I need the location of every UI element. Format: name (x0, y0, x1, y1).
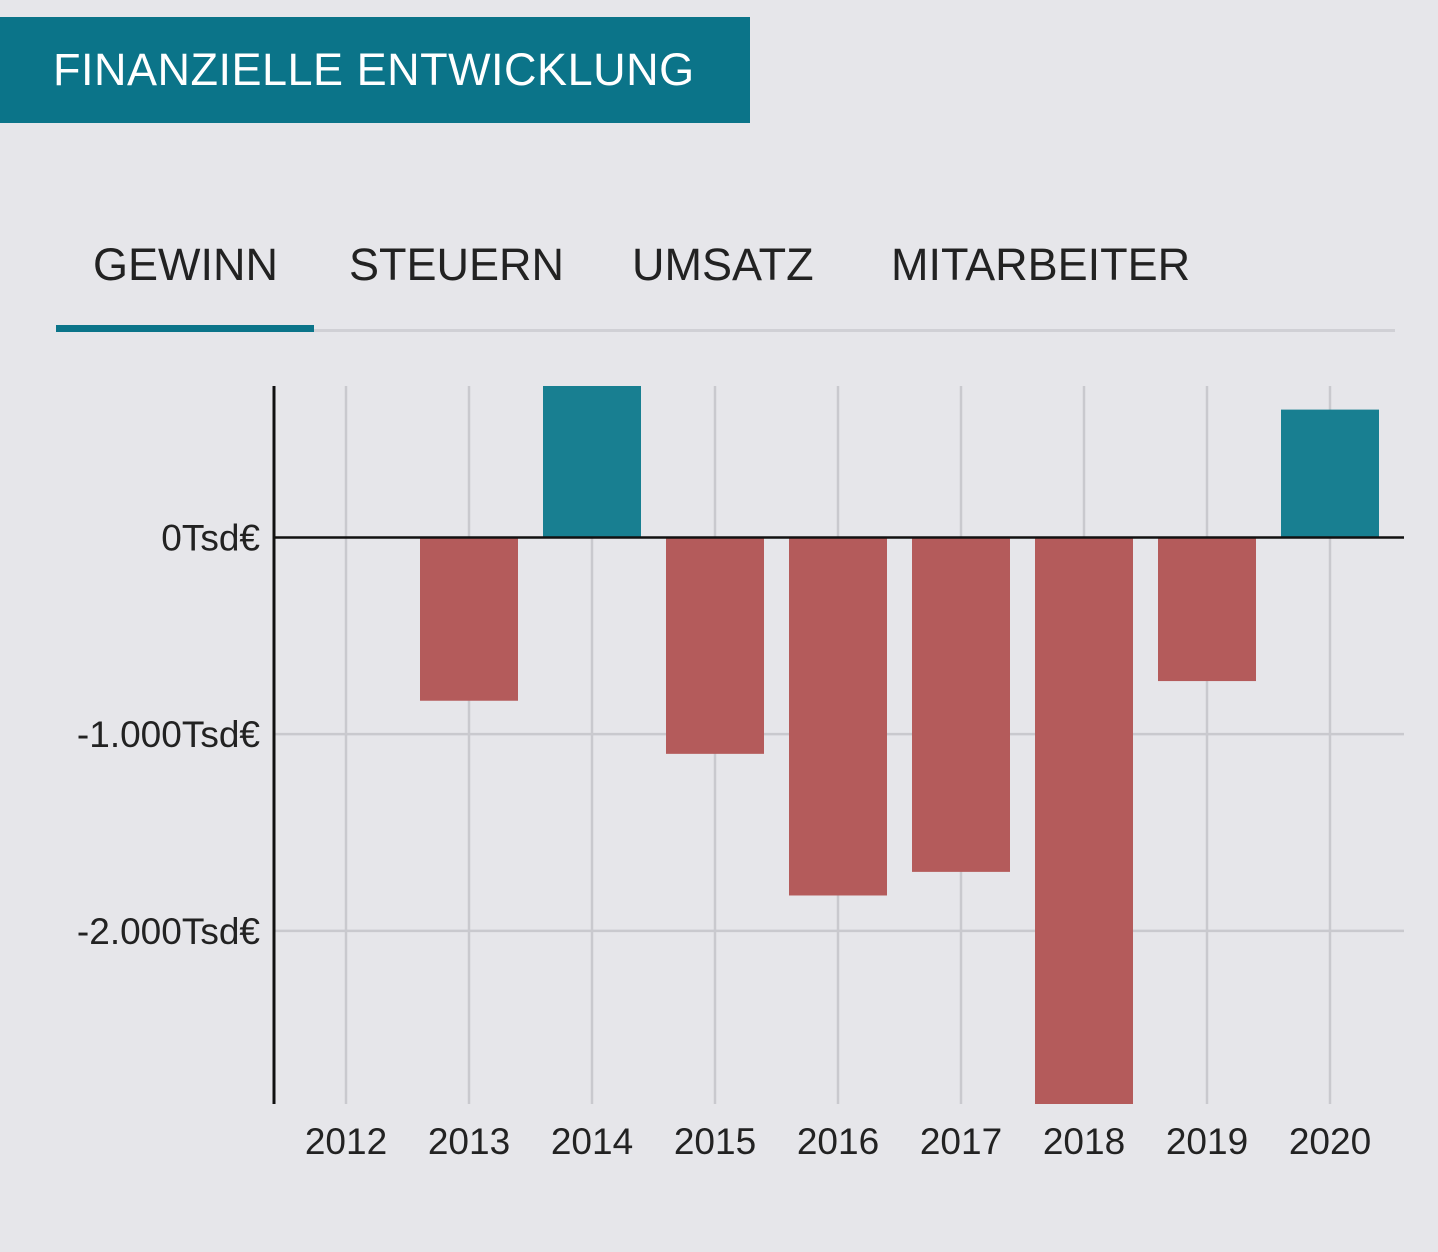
x-tick-label-2014: 2014 (551, 1121, 633, 1162)
tab-steuern[interactable]: STEUERN (349, 239, 565, 290)
header-banner: FINANZIELLE ENTWICKLUNG (0, 17, 750, 123)
bar-2019 (1158, 537, 1256, 682)
tab-gewinn[interactable]: GEWINN (93, 239, 278, 290)
x-tick-label-2017: 2017 (920, 1121, 1002, 1162)
x-tick-label-2013: 2013 (428, 1121, 510, 1162)
x-tick-label-2016: 2016 (797, 1121, 879, 1162)
tab-umsatz[interactable]: UMSATZ (632, 239, 814, 290)
x-tick-label-2020: 2020 (1289, 1121, 1371, 1162)
bar-2018 (1035, 537, 1133, 1104)
tab-bar: GEWINN STEUERN UMSATZ MITARBEITER (56, 215, 1395, 333)
bar-2016 (789, 537, 887, 896)
y-tick-label-0: 0Tsd€ (161, 517, 260, 558)
x-tick-label-2012: 2012 (305, 1121, 387, 1162)
x-tick-label-2018: 2018 (1043, 1121, 1125, 1162)
bar-2015 (666, 537, 764, 754)
y-tick-label-2: -2.000Tsd€ (77, 911, 260, 952)
x-tick-label-2019: 2019 (1166, 1121, 1248, 1162)
y-tick-label-1: -1.000Tsd€ (77, 714, 260, 755)
active-tab-indicator (56, 325, 314, 332)
bar-2014 (543, 386, 641, 538)
bar-2020 (1281, 409, 1379, 538)
bar-2017 (912, 537, 1010, 872)
bar-2013 (420, 537, 518, 701)
page-title: FINANZIELLE ENTWICKLUNG (53, 44, 695, 95)
x-tick-label-2015: 2015 (674, 1121, 756, 1162)
tab-baseline (56, 329, 1395, 332)
tab-mitarbeiter[interactable]: MITARBEITER (891, 239, 1191, 290)
